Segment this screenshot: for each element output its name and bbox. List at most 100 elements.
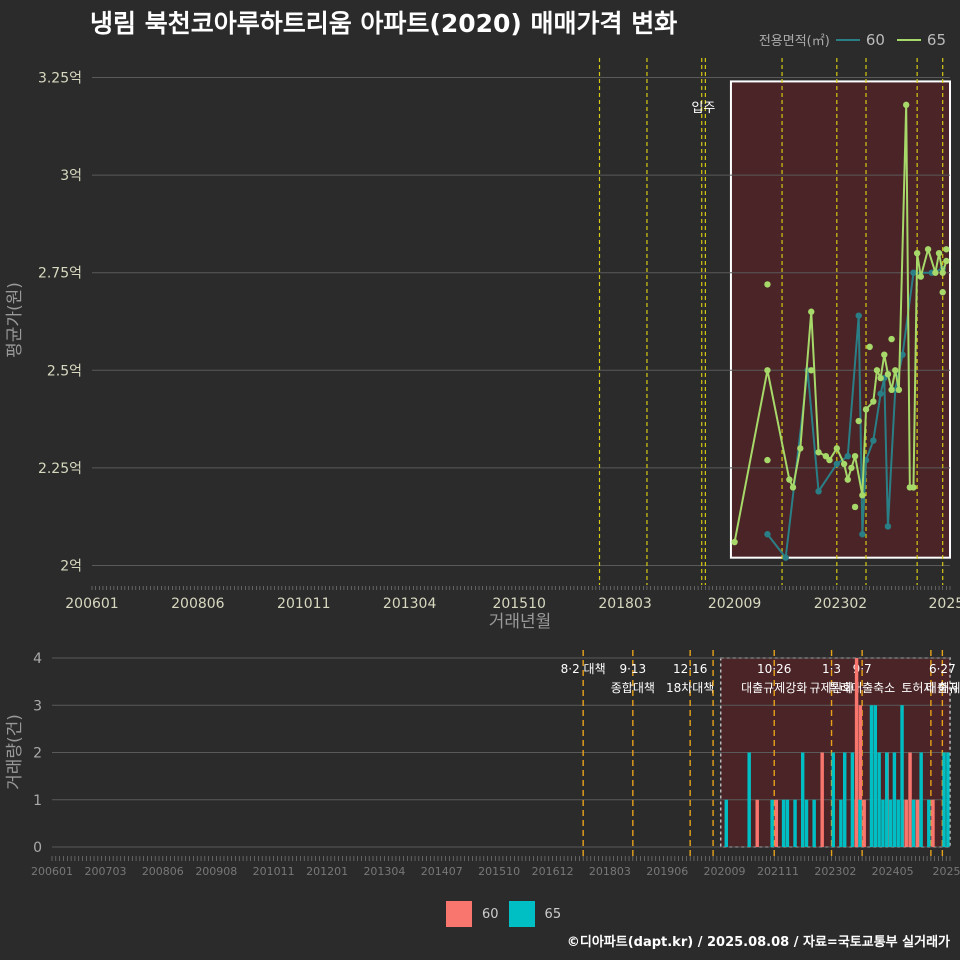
- series-point-65: [808, 367, 815, 374]
- bar-65: [770, 799, 774, 847]
- series-point-65: [764, 281, 771, 288]
- x-tick-label-bottom: 201906: [646, 865, 688, 878]
- series-point-65: [731, 538, 738, 546]
- area-legend-title: 전용면적(㎡): [758, 34, 830, 49]
- x-tick-label-bottom: 202405: [872, 865, 914, 878]
- series-point-65: [862, 406, 870, 413]
- x-tick-label-bottom: 201803: [589, 865, 631, 878]
- bar-60: [820, 752, 824, 847]
- bar-65: [839, 799, 843, 847]
- bar-65: [843, 752, 847, 847]
- policy-date-label: 6·27: [929, 662, 956, 676]
- x-tick-label-bottom: 200601: [31, 865, 73, 878]
- bar-65: [793, 799, 797, 847]
- x-tick-label-bottom: 201201: [306, 865, 348, 878]
- series-point-65: [848, 464, 855, 472]
- series-point-65: [826, 456, 833, 464]
- series-point-60: [899, 351, 906, 358]
- x-tick-label-bottom: 201304: [363, 865, 405, 878]
- x-tick-label-top: 200806: [171, 596, 225, 612]
- series-point-65: [943, 257, 950, 265]
- policy-text-label: 18차대책: [666, 680, 714, 695]
- y-axis-title-bottom: 거래량(건): [5, 714, 25, 790]
- series-point-65: [764, 367, 771, 374]
- x-tick-label-top: 201011: [277, 596, 330, 612]
- series-point-60: [764, 531, 771, 538]
- bar-65: [747, 752, 751, 847]
- bar-65: [869, 705, 874, 847]
- series-point-65: [892, 367, 899, 374]
- legend-label-65: 65: [926, 30, 946, 49]
- series-point-65: [939, 289, 946, 296]
- x-tick-label-top: 202302: [814, 596, 867, 612]
- bar-65: [785, 799, 790, 847]
- x-tick-label-bottom: 201510: [478, 865, 520, 878]
- y-tick-label-bottom: 3: [33, 698, 42, 714]
- bar-60: [862, 799, 866, 847]
- policy-text-label: 규제완화: [809, 681, 853, 695]
- bar-legend-label-65: 65: [544, 906, 562, 922]
- series-point-65: [851, 503, 859, 511]
- bar-65: [850, 752, 855, 847]
- annotation-move-in: 입주: [691, 101, 715, 116]
- policy-text-label: 토허제 해제: [901, 681, 960, 695]
- x-tick-label-bottom: 200703: [84, 865, 126, 878]
- x-tick-label-bottom: 200908: [195, 865, 237, 878]
- bar-65: [892, 752, 897, 847]
- x-tick-label-top: 202009: [708, 596, 761, 612]
- x-tick-label-bottom: 202302: [814, 865, 856, 878]
- bar-65: [724, 799, 728, 847]
- bar-65: [831, 752, 835, 847]
- series-point-65: [808, 308, 815, 315]
- series-point-65: [877, 374, 884, 382]
- bar-65: [927, 799, 931, 847]
- legend-swatch-65: [896, 38, 921, 41]
- series-point-65: [870, 398, 877, 405]
- series-point-65: [924, 246, 932, 253]
- series-point-60: [870, 437, 877, 444]
- bar-65: [804, 799, 809, 847]
- credit-text: ©디아파트(dapt.kr) / 2025.08.08 / 자료=국토교통부 실…: [566, 935, 950, 950]
- x-axis-title-top: 거래년월: [489, 612, 552, 632]
- bar-60: [931, 799, 935, 847]
- chart-title: 냉림 북천코아루하트리움 아파트(2020) 매매가격 변화: [90, 9, 678, 38]
- x-tick-label-top: 2025: [929, 596, 960, 612]
- x-tick-label-bottom: 201011: [253, 865, 295, 878]
- bar-legend: 60 65: [446, 901, 561, 927]
- bar-65: [812, 799, 816, 847]
- series-point-65: [789, 484, 797, 491]
- policy-date-label: 9·13: [619, 662, 646, 676]
- bar-65: [885, 752, 889, 847]
- legend-swatch-60: [835, 38, 860, 41]
- bar-65: [858, 799, 862, 847]
- bar-65: [919, 752, 923, 847]
- policy-text-label: 종합대책: [611, 680, 655, 695]
- series-point-65: [866, 343, 873, 351]
- policy-date-label: 10·26: [757, 662, 791, 676]
- bar-60: [755, 799, 759, 847]
- bar-65: [900, 705, 904, 847]
- series-point-60: [877, 390, 884, 397]
- x-tick-label-bottom: 20250: [933, 865, 960, 878]
- series-point-65: [888, 335, 895, 343]
- bar-65: [873, 705, 878, 847]
- y-tick-label-top: 3.25억: [38, 71, 82, 87]
- series-point-65: [840, 460, 848, 468]
- legend-label-60: 60: [865, 30, 885, 49]
- series-point-65: [902, 101, 910, 109]
- y-tick-label-top: 2억: [60, 558, 82, 574]
- series-point-60: [884, 523, 892, 530]
- series-point-65: [859, 492, 866, 499]
- policy-text-label: 대출규: [926, 681, 959, 695]
- series-point-65: [855, 417, 862, 425]
- series-point-65: [764, 456, 771, 464]
- y-tick-label-top: 2.5억: [47, 363, 82, 379]
- series-point-65: [786, 476, 793, 483]
- bar-60: [915, 799, 920, 847]
- bar-65: [946, 752, 950, 847]
- x-tick-label-top: 201803: [598, 596, 651, 612]
- series-point-60: [855, 312, 862, 319]
- y-tick-label-bottom: 1: [33, 793, 42, 809]
- x-tick-label-bottom: 202009: [704, 865, 746, 878]
- x-tick-label-top: 200601: [65, 596, 118, 612]
